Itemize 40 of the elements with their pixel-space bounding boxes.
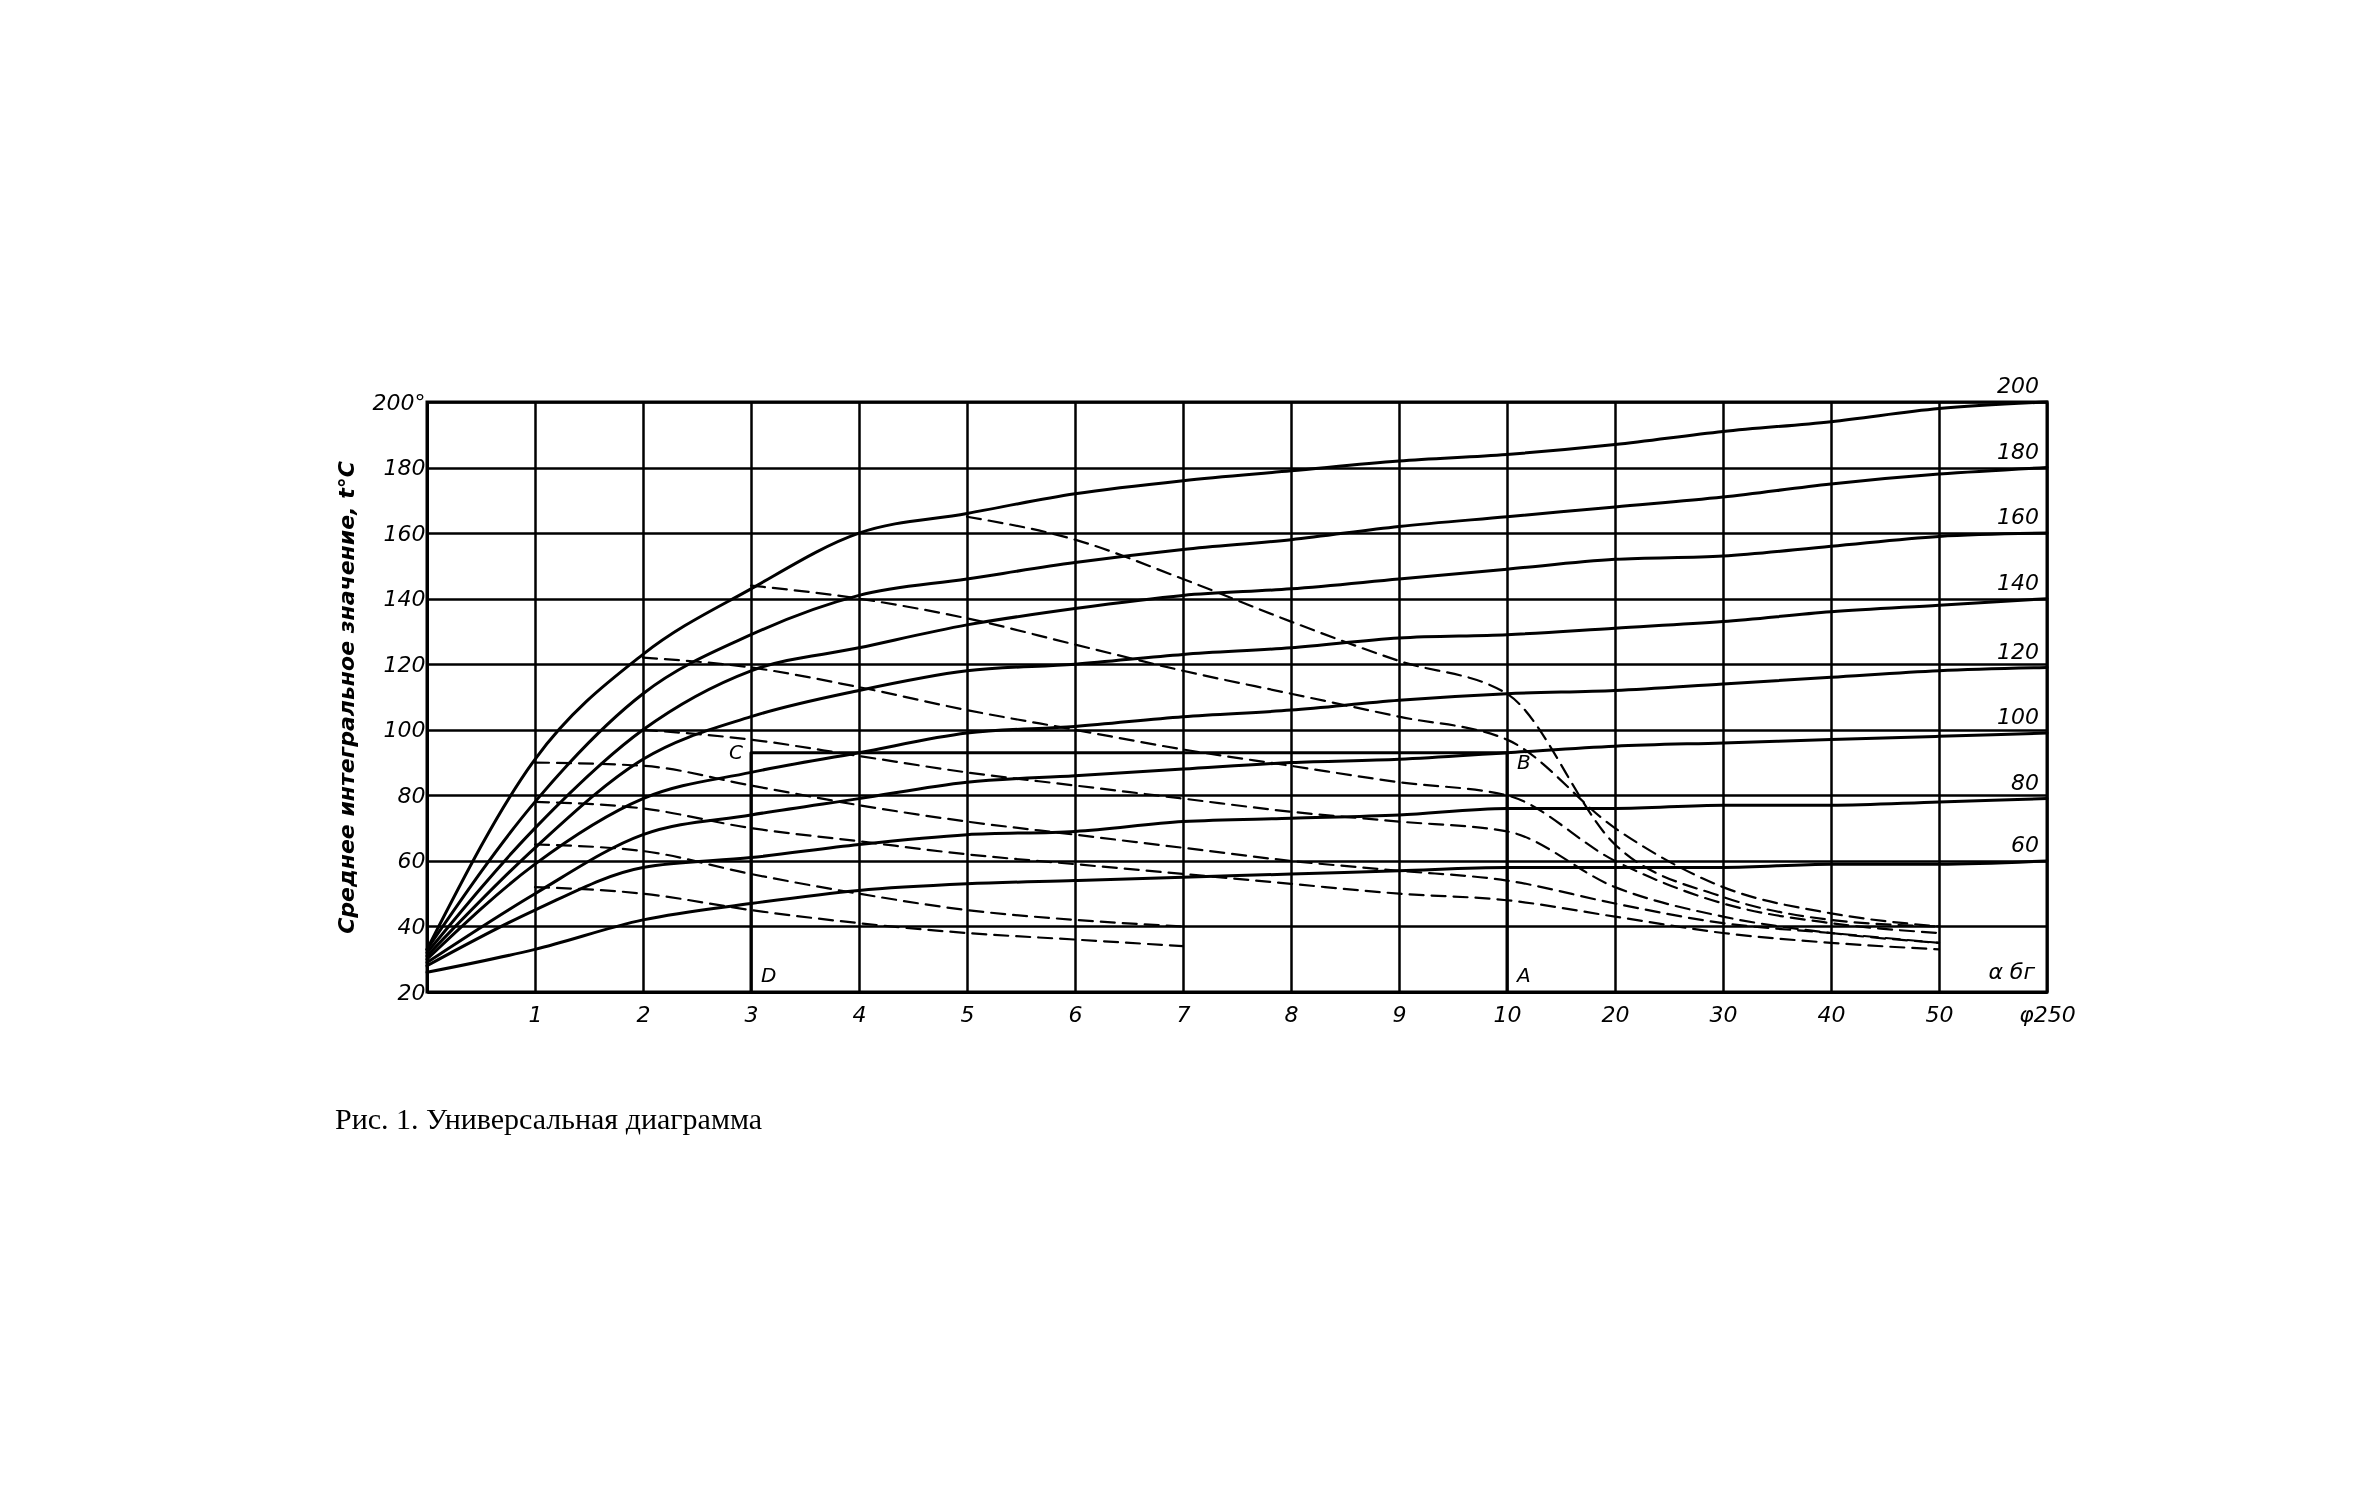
annotation: C [729, 740, 744, 765]
y-tick-label: 160 [383, 520, 426, 546]
annotation: D [761, 962, 777, 987]
y-tick-label: 100 [383, 717, 426, 743]
x-tick-label: 9 [1392, 1001, 1407, 1027]
x-tick-label: 8 [1284, 1001, 1299, 1027]
series-label: 140 [1997, 569, 2039, 595]
x-tick-label: 6 [1068, 1001, 1083, 1027]
series-label: 80 [2011, 769, 2039, 795]
y-tick-label: 200° [372, 389, 426, 415]
x-tick-label: φ250 [2019, 1001, 2076, 1027]
series-label: 160 [1997, 504, 2039, 530]
y-tick-label: 60 [397, 848, 426, 874]
x-tick-label: 2 [636, 1001, 651, 1027]
x-tick-label: 7 [1176, 1001, 1191, 1027]
x-tick-label: 3 [744, 1001, 759, 1027]
text: Рис. 1. Универсальная диаграмма [335, 1102, 763, 1135]
annotation: B [1517, 749, 1531, 774]
series-label: 180 [1997, 438, 2039, 464]
y-axis-title: Среднее интегральное значение, t°C [333, 461, 359, 934]
annotation: A [1515, 962, 1531, 987]
x-tick-label: 10 [1493, 1001, 1522, 1027]
series-label: 200 [1997, 373, 2039, 398]
annotation: α бг [1988, 959, 2036, 984]
x-tick-label: 5 [960, 1001, 975, 1027]
x-tick-label: 40 [1817, 1001, 1846, 1027]
y-tick-label: 20 [397, 979, 426, 1005]
y-tick-label: 120 [383, 651, 426, 677]
y-tick-label: 80 [397, 782, 426, 808]
series-label: 60 [2011, 831, 2039, 857]
y-tick-label: 40 [397, 913, 426, 939]
x-tick-label: 30 [1709, 1001, 1738, 1027]
x-tick-label: 20 [1601, 1001, 1630, 1027]
y-tick-label: 140 [383, 586, 426, 612]
x-tick-label: 1 [528, 1001, 543, 1027]
y-tick-label: 180 [383, 455, 426, 481]
series-label: 100 [1997, 704, 2039, 730]
series-label: 120 [1997, 638, 2039, 664]
x-tick-label: 4 [852, 1001, 867, 1027]
x-tick-label: 50 [1925, 1001, 1954, 1027]
